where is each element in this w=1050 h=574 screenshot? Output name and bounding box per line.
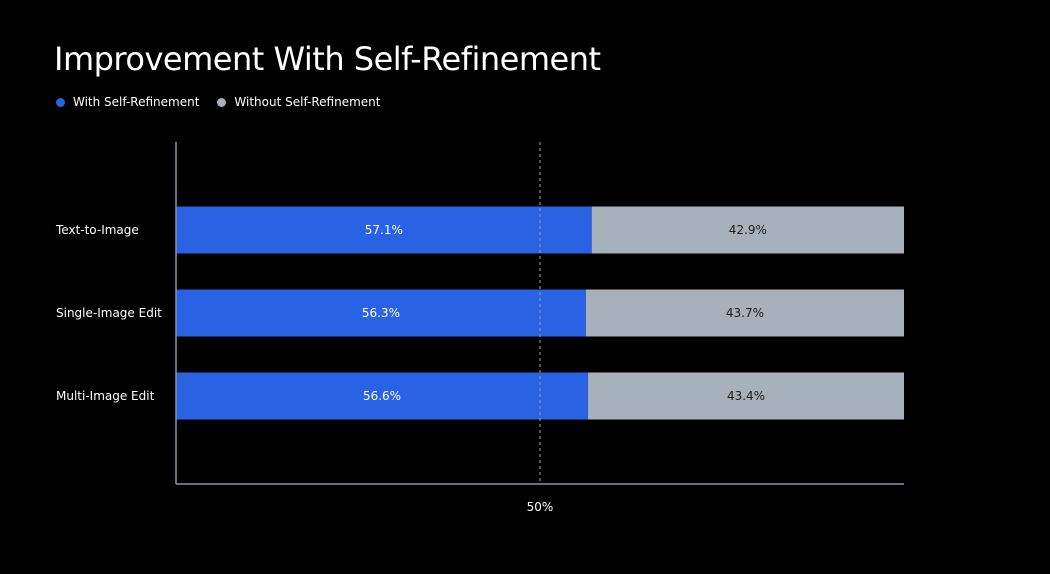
legend-swatch-with: [56, 97, 65, 107]
bar-without-refinement: [588, 372, 904, 420]
x-tick-label: 50%: [527, 500, 554, 514]
bar-with-refinement: [176, 289, 586, 337]
bar-value-label: 43.4%: [727, 389, 765, 403]
category-label: Single-Image Edit: [56, 306, 162, 320]
bar-with-refinement: [176, 206, 592, 254]
chart-title: Improvement With Self-Refinement: [54, 40, 601, 78]
legend-label-with: With Self-Refinement: [73, 95, 200, 109]
bar-without-refinement: [585, 289, 904, 337]
bar-value-label: 57.1%: [365, 223, 403, 237]
legend-swatch-without: [217, 97, 227, 107]
legend-label-without: Without Self-Refinement: [234, 95, 381, 109]
legend-item-with: With Self-Refinement: [56, 95, 199, 109]
bar-value-label: 56.6%: [363, 389, 401, 403]
legend-item-without: Without Self-Refinement: [217, 95, 380, 109]
bar-without-refinement: [591, 206, 904, 254]
bar-value-label: 56.3%: [362, 306, 400, 320]
bar-value-label: 42.9%: [729, 223, 767, 237]
category-label: Text-to-Image: [55, 223, 139, 237]
bar-with-refinement: [176, 372, 589, 420]
legend: With Self-Refinement Without Self-Refine…: [56, 95, 398, 109]
category-label: Multi-Image Edit: [56, 389, 155, 403]
bar-value-label: 43.7%: [726, 306, 764, 320]
